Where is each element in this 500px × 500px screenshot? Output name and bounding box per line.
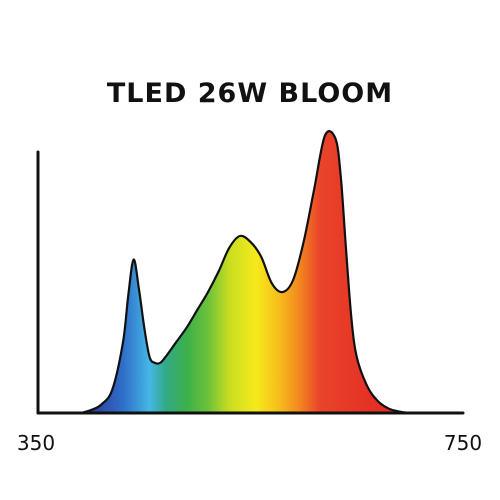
x-tick-labels: 350 750 <box>17 431 482 455</box>
x-tick-label-750: 750 <box>444 431 482 455</box>
chart-title: TLED 26W BLOOM <box>106 78 394 109</box>
spectrum-area <box>80 131 410 413</box>
spectrum-outline <box>80 130 411 415</box>
x-tick-label-350: 350 <box>17 431 55 455</box>
